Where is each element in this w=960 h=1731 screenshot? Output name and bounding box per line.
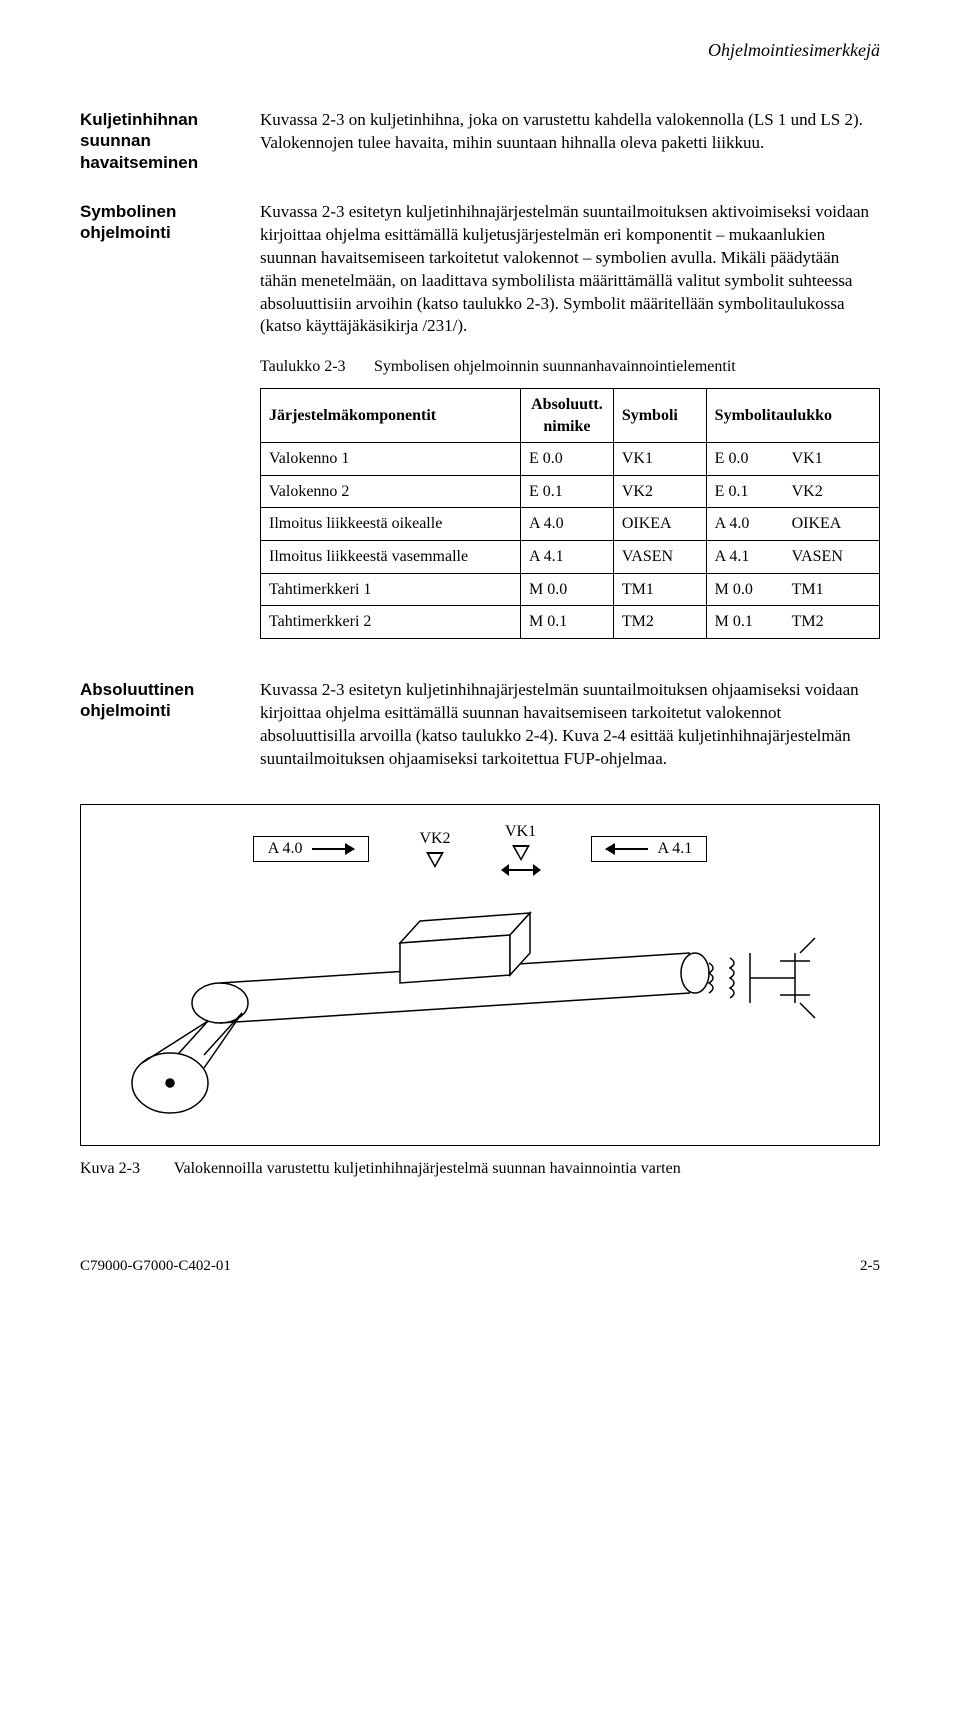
figure-top-labels: A 4.0 VK2 VK1 A 4.1 (99, 823, 861, 875)
th-symbol: Symboli (613, 388, 706, 442)
cell-symtab-b: VK2 (784, 475, 880, 508)
figure-caption-label: Kuva 2-3 (80, 1160, 170, 1178)
sensor-down-icon (426, 852, 444, 868)
cell-absolute: A 4.1 (520, 540, 613, 573)
cell-symtab-a: E 0.0 (706, 443, 783, 476)
section-absolute-programming: Absoluuttinen ohjelmointi Kuvassa 2-3 es… (80, 679, 880, 777)
label-a41-text: A 4.1 (658, 840, 693, 858)
cell-symbol: VASEN (613, 540, 706, 573)
table-caption: Taulukko 2-3 Symbolisen ohjelmoinnin suu… (260, 356, 880, 378)
cell-symbol: VK1 (613, 443, 706, 476)
section-symbolic-programming: Symbolinen ohjelmointi Kuvassa 2-3 esite… (80, 201, 880, 639)
section-direction-detection: Kuljetinhihnan suunnan havaitseminen Kuv… (80, 109, 880, 173)
label-a41: A 4.1 (591, 836, 708, 862)
sensor-vk1: VK1 (501, 823, 541, 875)
table-caption-text: Symbolisen ohjelmoinnin suunnanhavainnoi… (374, 358, 736, 375)
cell-symtab-b: OIKEA (784, 508, 880, 541)
table-row: Valokenno 1E 0.0VK1E 0.0VK1 (261, 443, 880, 476)
figure-frame: A 4.0 VK2 VK1 A 4.1 (80, 804, 880, 1146)
th-absolute: Absoluutt. nimike (520, 388, 613, 442)
page-footer: C79000-G7000-C402-01 2-5 (80, 1258, 880, 1275)
cell-symtab-b: VK1 (784, 443, 880, 476)
cell-symtab-a: E 0.1 (706, 475, 783, 508)
cell-symbol: TM2 (613, 606, 706, 639)
arrow-left-icon (606, 844, 648, 854)
table-row: Valokenno 2E 0.1VK2E 0.1VK2 (261, 475, 880, 508)
label-a40-text: A 4.0 (268, 840, 303, 858)
sensor-vk2-label: VK2 (419, 830, 450, 848)
cell-component: Tahtimerkkeri 1 (261, 573, 521, 606)
conveyor-diagram (99, 893, 861, 1123)
label-a40: A 4.0 (253, 836, 370, 862)
body-text-1: Kuvassa 2-3 on kuljetinhihna, joka on va… (260, 109, 880, 155)
cell-component: Valokenno 2 (261, 475, 521, 508)
cell-symbol: OIKEA (613, 508, 706, 541)
conveyor-svg (99, 893, 861, 1123)
sensor-down-icon (512, 845, 530, 861)
cell-symbol: VK2 (613, 475, 706, 508)
table-caption-label: Taulukko 2-3 (260, 356, 370, 378)
cell-absolute: M 0.1 (520, 606, 613, 639)
body-text-3: Kuvassa 2-3 esitetyn kuljetinhihnajärjes… (260, 679, 880, 771)
side-title-2: Symbolinen ohjelmointi (80, 201, 260, 639)
cell-symtab-a: A 4.1 (706, 540, 783, 573)
cell-symbol: TM1 (613, 573, 706, 606)
symbol-table: Järjestelmäkomponentit Absoluutt. nimike… (260, 388, 880, 639)
arrow-right-icon (312, 844, 354, 854)
table-header-row: Järjestelmäkomponentit Absoluutt. nimike… (261, 388, 880, 442)
table-row: Tahtimerkkeri 2M 0.1TM2M 0.1TM2 (261, 606, 880, 639)
footer-pagenum: 2-5 (860, 1258, 880, 1275)
cell-component: Valokenno 1 (261, 443, 521, 476)
cell-absolute: M 0.0 (520, 573, 613, 606)
cell-component: Ilmoitus liikkeestä vasemmalle (261, 540, 521, 573)
side-title-1: Kuljetinhihnan suunnan havaitseminen (80, 109, 260, 173)
cell-component: Ilmoitus liikkeestä oikealle (261, 508, 521, 541)
double-arrow-icon (501, 865, 541, 875)
side-title-3: Absoluuttinen ohjelmointi (80, 679, 260, 777)
cell-absolute: E 0.1 (520, 475, 613, 508)
cell-symtab-a: A 4.0 (706, 508, 783, 541)
table-row: Tahtimerkkeri 1M 0.0TM1M 0.0TM1 (261, 573, 880, 606)
sensor-vk1-label: VK1 (505, 823, 536, 841)
sensor-vk2: VK2 (419, 830, 450, 868)
cell-absolute: A 4.0 (520, 508, 613, 541)
th-symboltable: Symbolitaulukko (706, 388, 879, 442)
cell-symtab-a: M 0.0 (706, 573, 783, 606)
body-text-2: Kuvassa 2-3 esitetyn kuljetinhihnajärjes… (260, 201, 880, 339)
table-row: Ilmoitus liikkeestä oikealleA 4.0OIKEAA … (261, 508, 880, 541)
running-head: Ohjelmointiesimerkkejä (80, 40, 880, 61)
table-row: Ilmoitus liikkeestä vasemmalleA 4.1VASEN… (261, 540, 880, 573)
cell-component: Tahtimerkkeri 2 (261, 606, 521, 639)
cell-absolute: E 0.0 (520, 443, 613, 476)
cell-symtab-b: TM2 (784, 606, 880, 639)
figure-caption-text: Valokennoilla varustettu kuljetinhihnajä… (174, 1160, 681, 1177)
cell-symtab-b: TM1 (784, 573, 880, 606)
th-components: Järjestelmäkomponentit (261, 388, 521, 442)
figure-caption: Kuva 2-3 Valokennoilla varustettu kuljet… (80, 1160, 880, 1178)
cell-symtab-b: VASEN (784, 540, 880, 573)
cell-symtab-a: M 0.1 (706, 606, 783, 639)
footer-docid: C79000-G7000-C402-01 (80, 1258, 231, 1275)
